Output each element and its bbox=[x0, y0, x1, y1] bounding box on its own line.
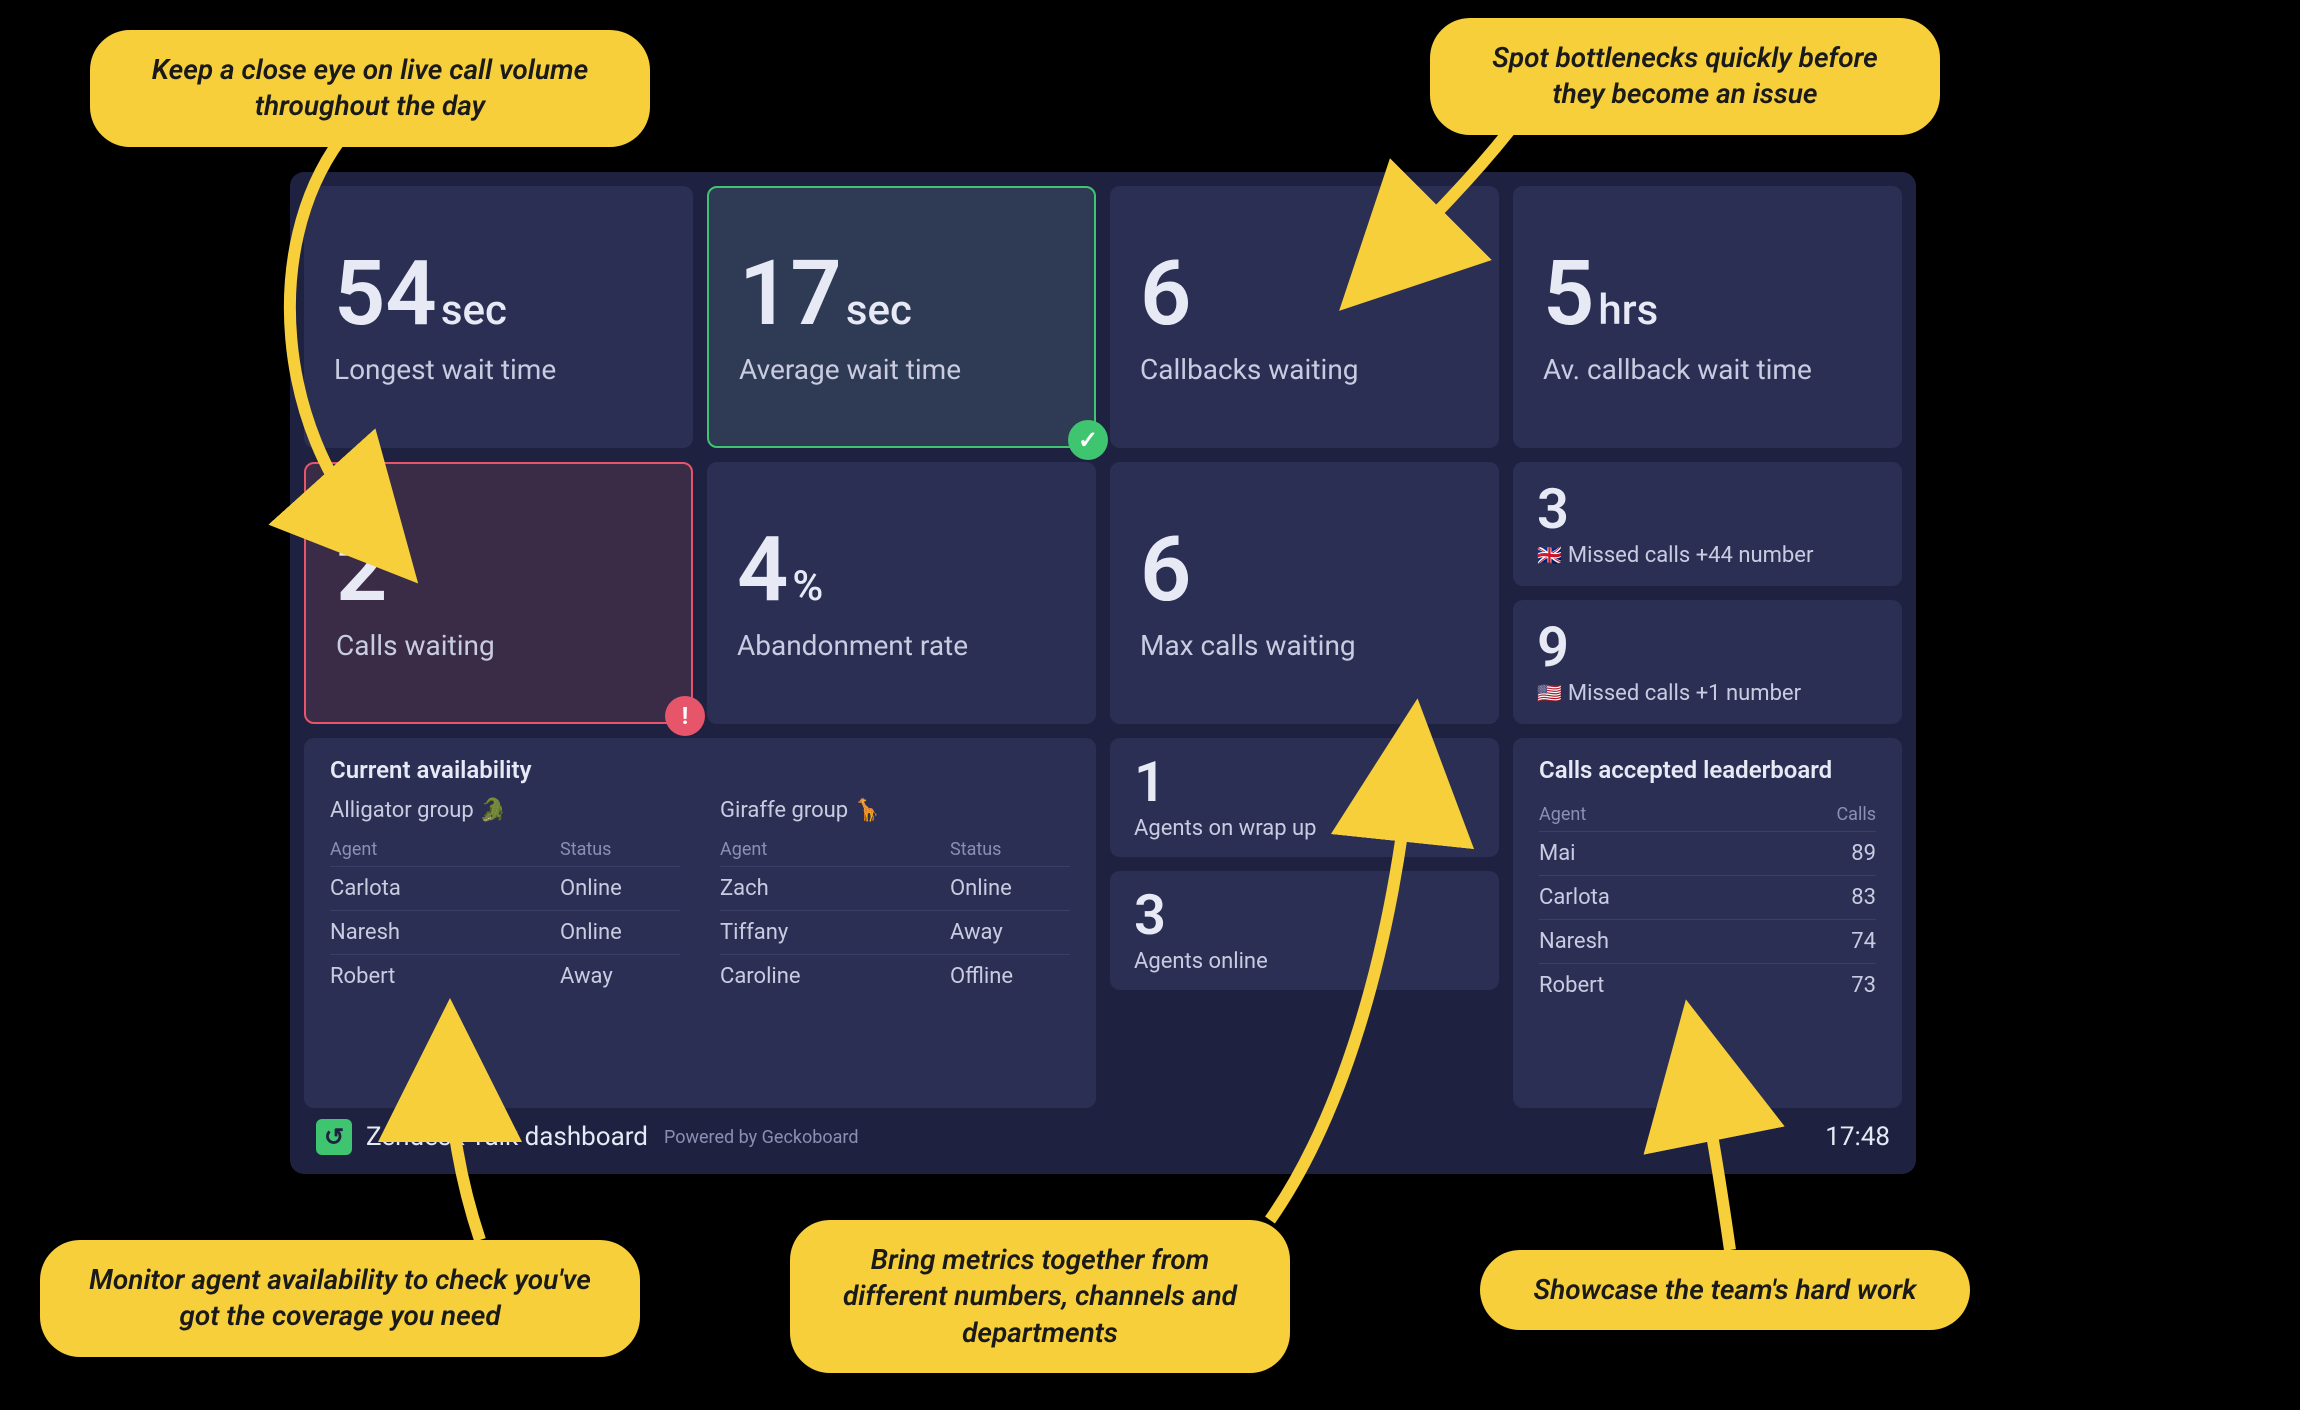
table-row: Naresh74 bbox=[1539, 919, 1876, 963]
value: 2 bbox=[336, 517, 387, 622]
flag-us-icon: 🇺🇸 bbox=[1537, 681, 1562, 705]
table-row: TiffanyAway bbox=[720, 910, 1070, 954]
col-calls: Calls bbox=[1816, 804, 1876, 825]
availability-title: Current availability bbox=[330, 756, 1070, 784]
leaderboard-title: Calls accepted leaderboard bbox=[1539, 756, 1876, 784]
table-row: Carlota83 bbox=[1539, 875, 1876, 919]
label: Missed calls +1 number bbox=[1568, 681, 1801, 706]
dashboard-window: 54sec Longest wait time 17sec Average wa… bbox=[290, 172, 1916, 1174]
value: 3 bbox=[1134, 882, 1166, 948]
zendesk-logo-icon: ↺ bbox=[316, 1119, 352, 1155]
card-calls-waiting: 2 Calls waiting ! bbox=[304, 462, 693, 724]
missed-calls-column: 3 🇬🇧Missed calls +44 number 9 🇺🇸Missed c… bbox=[1513, 462, 1902, 724]
callout-bottom-right: Showcase the team's hard work bbox=[1480, 1250, 1970, 1330]
label: Callbacks waiting bbox=[1140, 353, 1469, 386]
card-avg-wait: 17sec Average wait time ✓ bbox=[707, 186, 1096, 448]
callout-top-right: Spot bottlenecks quickly before they bec… bbox=[1430, 18, 1940, 135]
powered-by: Powered by Geckoboard bbox=[664, 1127, 859, 1148]
card-missed-us: 9 🇺🇸Missed calls +1 number bbox=[1513, 600, 1902, 724]
label: Max calls waiting bbox=[1140, 629, 1469, 662]
group-giraffe: Giraffe group 🦒 AgentStatus ZachOnline T… bbox=[720, 798, 1070, 998]
card-missed-uk: 3 🇬🇧Missed calls +44 number bbox=[1513, 462, 1902, 586]
label: Agents online bbox=[1134, 949, 1475, 974]
table-row: NareshOnline bbox=[330, 910, 680, 954]
col-status: Status bbox=[560, 839, 680, 860]
unit: % bbox=[792, 562, 823, 611]
check-icon: ✓ bbox=[1068, 420, 1108, 460]
value: 4 bbox=[737, 517, 788, 622]
availability-panel: Current availability Alligator group 🐊 A… bbox=[304, 738, 1096, 1108]
value: 1 bbox=[1134, 749, 1166, 815]
alert-icon: ! bbox=[665, 696, 705, 736]
table-row: CarolineOffline bbox=[720, 954, 1070, 998]
table-row: RobertAway bbox=[330, 954, 680, 998]
value: 17 bbox=[739, 241, 842, 346]
card-abandonment: 4% Abandonment rate bbox=[707, 462, 1096, 724]
card-callbacks-waiting: 6 Callbacks waiting bbox=[1110, 186, 1499, 448]
flag-uk-icon: 🇬🇧 bbox=[1537, 543, 1562, 567]
card-avg-callback-wait: 5hrs Av. callback wait time bbox=[1513, 186, 1902, 448]
label: Abandonment rate bbox=[737, 629, 1066, 662]
card-longest-wait: 54sec Longest wait time bbox=[304, 186, 693, 448]
callout-top-left: Keep a close eye on live call volume thr… bbox=[90, 30, 650, 147]
value: 3 bbox=[1537, 476, 1569, 542]
dashboard-footer: ↺ Zendesk Talk dashboard Powered by Geck… bbox=[304, 1112, 1902, 1162]
value: 9 bbox=[1537, 614, 1569, 680]
table-row: Mai89 bbox=[1539, 831, 1876, 875]
dashboard-title: Zendesk Talk dashboard bbox=[366, 1122, 648, 1152]
callout-bottom-left: Monitor agent availability to check you'… bbox=[40, 1240, 640, 1357]
value: 6 bbox=[1140, 517, 1191, 622]
table-row: Robert73 bbox=[1539, 963, 1876, 1007]
col-agent: Agent bbox=[720, 839, 950, 860]
col-agent: Agent bbox=[1539, 804, 1816, 825]
group-alligator: Alligator group 🐊 AgentStatus CarlotaOnl… bbox=[330, 798, 680, 998]
label: Agents on wrap up bbox=[1134, 816, 1475, 841]
leaderboard-panel: Calls accepted leaderboard AgentCalls Ma… bbox=[1513, 738, 1902, 1108]
label: Calls waiting bbox=[336, 629, 661, 662]
label: Missed calls +44 number bbox=[1568, 543, 1814, 568]
group-name: Alligator group 🐊 bbox=[330, 798, 680, 823]
col-agent: Agent bbox=[330, 839, 560, 860]
label: Average wait time bbox=[739, 353, 1064, 386]
label: Av. callback wait time bbox=[1543, 353, 1872, 386]
card-max-calls-waiting: 6 Max calls waiting bbox=[1110, 462, 1499, 724]
agents-status-column: 1 Agents on wrap up 3 Agents online bbox=[1110, 738, 1499, 1108]
value: 5 bbox=[1543, 241, 1594, 346]
group-name: Giraffe group 🦒 bbox=[720, 798, 1070, 823]
unit: sec bbox=[441, 286, 507, 335]
table-row: CarlotaOnline bbox=[330, 866, 680, 910]
card-agents-wrapup: 1 Agents on wrap up bbox=[1110, 738, 1499, 857]
card-agents-online: 3 Agents online bbox=[1110, 871, 1499, 990]
table-row: ZachOnline bbox=[720, 866, 1070, 910]
col-status: Status bbox=[950, 839, 1070, 860]
unit: hrs bbox=[1598, 286, 1658, 335]
value: 54 bbox=[334, 241, 437, 346]
callout-bottom-mid: Bring metrics together from different nu… bbox=[790, 1220, 1290, 1373]
clock: 17:48 bbox=[1825, 1122, 1890, 1152]
dashboard-grid: 54sec Longest wait time 17sec Average wa… bbox=[304, 186, 1902, 1108]
value: 6 bbox=[1140, 241, 1191, 346]
label: Longest wait time bbox=[334, 353, 663, 386]
unit: sec bbox=[846, 286, 912, 335]
